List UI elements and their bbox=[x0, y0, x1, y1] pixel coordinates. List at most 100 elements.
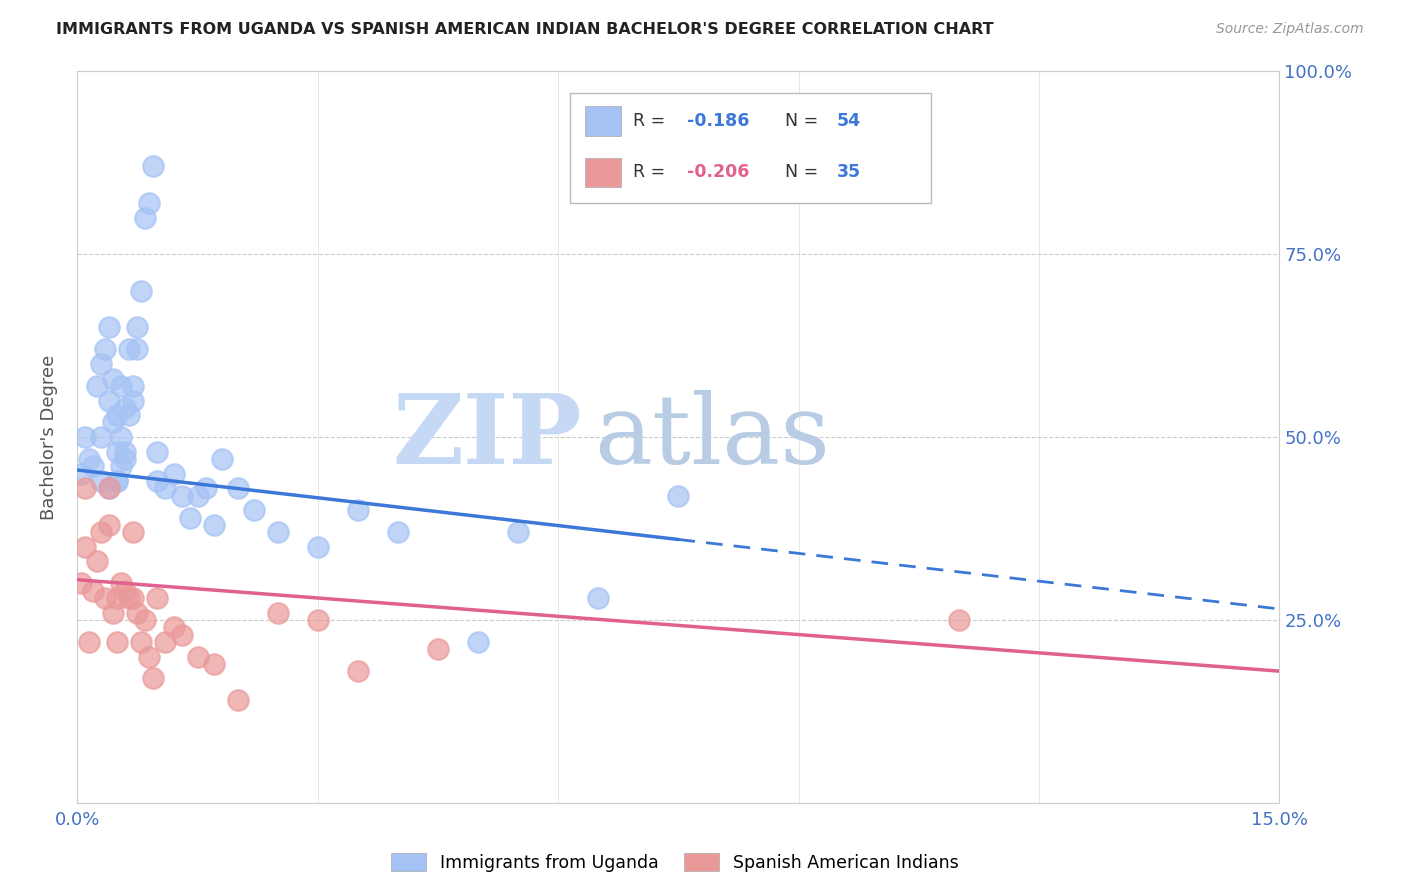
Y-axis label: Bachelor's Degree: Bachelor's Degree bbox=[39, 354, 58, 520]
Point bbox=[127, 343, 149, 357]
Point bbox=[307, 613, 329, 627]
Bar bbox=[585, 106, 620, 136]
Point bbox=[94, 343, 117, 357]
Point bbox=[387, 525, 409, 540]
Text: ZIP: ZIP bbox=[392, 390, 582, 484]
Text: N =: N = bbox=[786, 163, 824, 181]
Point bbox=[668, 489, 690, 503]
Point bbox=[110, 576, 132, 591]
Point bbox=[103, 606, 125, 620]
Point bbox=[588, 591, 610, 605]
Point bbox=[86, 554, 108, 568]
Point bbox=[307, 540, 329, 554]
Point bbox=[202, 517, 225, 532]
Point bbox=[98, 481, 121, 495]
Point bbox=[267, 525, 290, 540]
Point bbox=[242, 503, 264, 517]
Point bbox=[90, 430, 112, 444]
Point bbox=[131, 284, 153, 298]
Point bbox=[226, 693, 249, 707]
Point bbox=[107, 591, 129, 605]
Text: 54: 54 bbox=[837, 112, 862, 130]
Text: -0.206: -0.206 bbox=[686, 163, 749, 181]
Bar bbox=[585, 158, 620, 187]
Point bbox=[202, 657, 225, 671]
Point bbox=[508, 525, 530, 540]
Point bbox=[170, 489, 193, 503]
Point bbox=[122, 591, 145, 605]
Point bbox=[103, 416, 125, 430]
Point bbox=[98, 517, 121, 532]
Point bbox=[162, 620, 184, 634]
Point bbox=[122, 393, 145, 408]
Point bbox=[107, 444, 129, 458]
Point bbox=[118, 343, 141, 357]
Point bbox=[107, 635, 129, 649]
Point bbox=[75, 540, 97, 554]
Point bbox=[110, 430, 132, 444]
Point bbox=[211, 452, 233, 467]
Point bbox=[79, 452, 101, 467]
Text: N =: N = bbox=[786, 112, 824, 130]
Point bbox=[75, 481, 97, 495]
Point bbox=[267, 606, 290, 620]
FancyBboxPatch shape bbox=[571, 94, 931, 203]
Point bbox=[146, 444, 169, 458]
Point bbox=[82, 583, 104, 598]
Point bbox=[226, 481, 249, 495]
Point bbox=[98, 481, 121, 495]
Point bbox=[127, 320, 149, 334]
Point bbox=[118, 591, 141, 605]
Point bbox=[170, 627, 193, 641]
Point bbox=[110, 459, 132, 474]
Text: -0.186: -0.186 bbox=[686, 112, 749, 130]
Point bbox=[114, 583, 136, 598]
Point bbox=[70, 467, 93, 481]
Point bbox=[82, 459, 104, 474]
Point bbox=[427, 642, 450, 657]
Point bbox=[122, 525, 145, 540]
Text: IMMIGRANTS FROM UGANDA VS SPANISH AMERICAN INDIAN BACHELOR'S DEGREE CORRELATION : IMMIGRANTS FROM UGANDA VS SPANISH AMERIC… bbox=[56, 22, 994, 37]
Point bbox=[70, 576, 93, 591]
Point bbox=[75, 430, 97, 444]
Point bbox=[948, 613, 970, 627]
Point bbox=[107, 474, 129, 488]
Point bbox=[146, 474, 169, 488]
Point bbox=[86, 379, 108, 393]
Point bbox=[103, 371, 125, 385]
Point bbox=[90, 474, 112, 488]
Point bbox=[134, 613, 156, 627]
Point bbox=[155, 635, 177, 649]
Legend: Immigrants from Uganda, Spanish American Indians: Immigrants from Uganda, Spanish American… bbox=[384, 847, 966, 879]
Point bbox=[142, 160, 165, 174]
Point bbox=[187, 489, 209, 503]
Point bbox=[138, 196, 160, 211]
Point bbox=[79, 635, 101, 649]
Point bbox=[155, 481, 177, 495]
Point bbox=[194, 481, 217, 495]
Point bbox=[134, 211, 156, 225]
Point bbox=[107, 474, 129, 488]
Point bbox=[114, 401, 136, 415]
Point bbox=[179, 510, 201, 524]
Point bbox=[98, 393, 121, 408]
Point bbox=[347, 503, 370, 517]
Point bbox=[347, 664, 370, 678]
Point bbox=[114, 444, 136, 458]
Point bbox=[107, 408, 129, 422]
Text: 35: 35 bbox=[837, 163, 862, 181]
Point bbox=[118, 408, 141, 422]
Text: R =: R = bbox=[633, 112, 671, 130]
Point bbox=[94, 591, 117, 605]
Point bbox=[90, 525, 112, 540]
Point bbox=[110, 379, 132, 393]
Point bbox=[122, 379, 145, 393]
Point bbox=[467, 635, 489, 649]
Point bbox=[187, 649, 209, 664]
Point bbox=[131, 635, 153, 649]
Text: atlas: atlas bbox=[595, 390, 831, 484]
Text: Source: ZipAtlas.com: Source: ZipAtlas.com bbox=[1216, 22, 1364, 37]
Point bbox=[146, 591, 169, 605]
Point bbox=[162, 467, 184, 481]
Point bbox=[114, 452, 136, 467]
